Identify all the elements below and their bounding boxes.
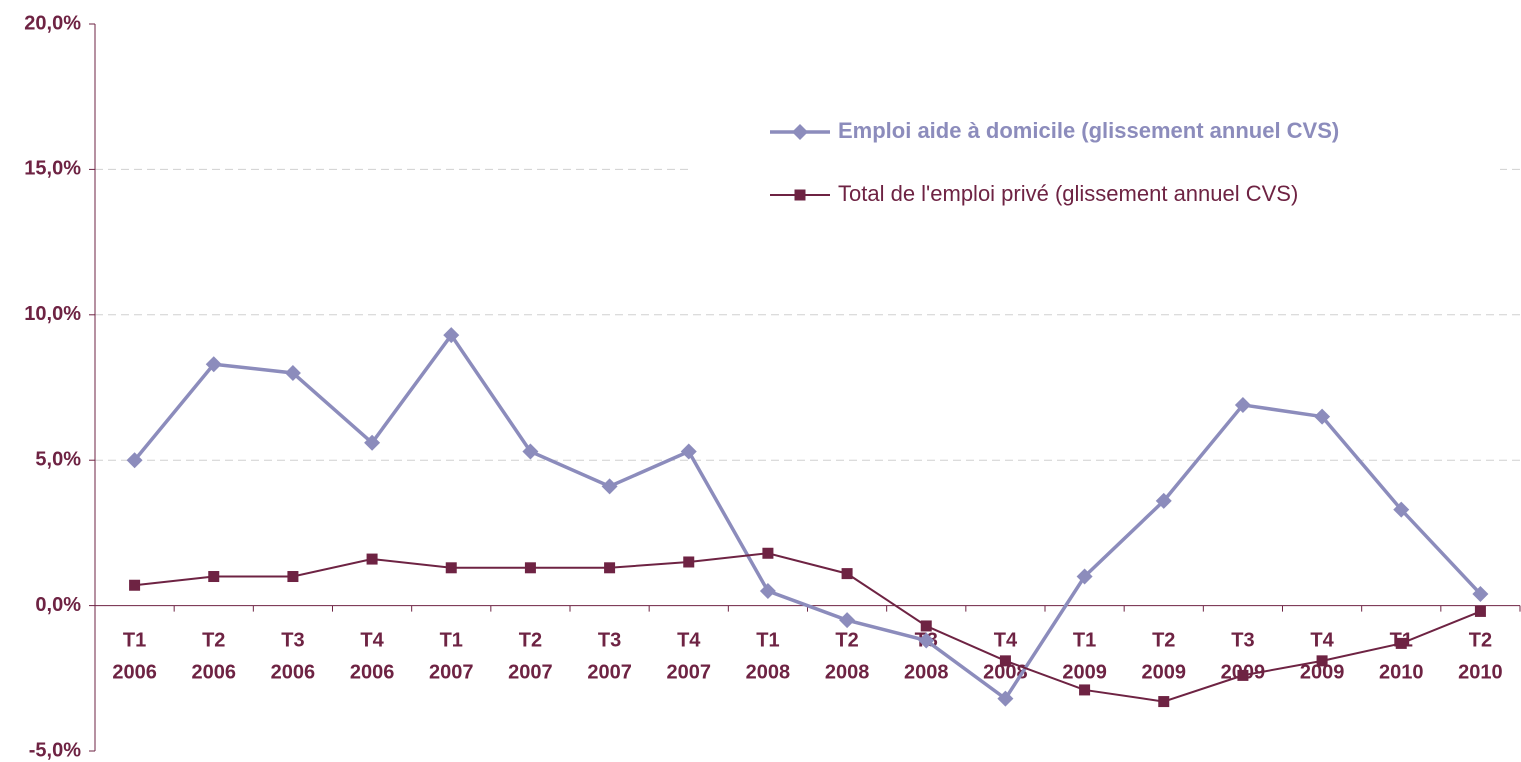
x-tick-label: T2 — [1152, 629, 1175, 651]
x-tick-label: 2008 — [825, 661, 870, 683]
x-tick-label: 2007 — [587, 661, 632, 683]
marker — [1472, 585, 1489, 602]
x-tick-label: T2 — [202, 629, 225, 651]
y-tick-label: 0,0% — [35, 594, 81, 616]
marker — [1158, 696, 1170, 708]
marker — [794, 189, 806, 201]
x-tick-label: 2010 — [1379, 661, 1424, 683]
marker — [1316, 655, 1328, 667]
x-tick-label: T4 — [994, 629, 1018, 651]
x-tick-label: T1 — [1073, 629, 1096, 651]
x-tick-label: 2009 — [1300, 661, 1345, 683]
marker — [208, 571, 220, 583]
x-tick-label: 2007 — [508, 661, 553, 683]
x-tick-label: T4 — [360, 629, 384, 651]
y-tick-label: 15,0% — [24, 158, 81, 180]
x-tick-label: T2 — [519, 629, 542, 651]
y-tick-label: 5,0% — [35, 448, 81, 470]
marker — [129, 579, 141, 591]
x-tick-label: 2007 — [429, 661, 474, 683]
x-tick-label: T3 — [281, 629, 304, 651]
x-tick-label: 2008 — [983, 661, 1028, 683]
x-tick-label: T2 — [1469, 629, 1492, 651]
marker — [1155, 492, 1172, 509]
marker — [601, 478, 618, 495]
marker — [524, 562, 536, 574]
x-tick-label: T1 — [756, 629, 779, 651]
series-line — [133, 332, 1482, 702]
marker — [1076, 568, 1093, 585]
marker — [1474, 605, 1486, 617]
marker — [918, 632, 935, 649]
marker — [126, 452, 143, 469]
marker — [1079, 684, 1091, 696]
marker — [445, 562, 457, 574]
x-tick-label: T4 — [1310, 629, 1334, 651]
marker — [284, 364, 301, 381]
x-tick-label: T1 — [440, 629, 463, 651]
legend-label: Total de l'emploi privé (glissement annu… — [838, 181, 1298, 206]
marker — [759, 583, 776, 600]
series-line — [134, 552, 1481, 703]
marker — [364, 434, 381, 451]
legend-box — [690, 100, 1500, 230]
marker — [683, 556, 695, 568]
marker — [1395, 637, 1407, 649]
x-tick-label: T3 — [1231, 629, 1254, 651]
x-tick-label: 2009 — [1062, 661, 1107, 683]
y-tick-label: 20,0% — [24, 12, 81, 34]
x-tick-label: 2010 — [1458, 661, 1503, 683]
legend-label: Emploi aide à domicile (glissement annue… — [838, 118, 1339, 143]
x-tick-label: 2008 — [746, 661, 791, 683]
x-tick-label: T2 — [835, 629, 858, 651]
marker — [366, 553, 378, 565]
x-tick-label: 2009 — [1142, 661, 1187, 683]
marker — [522, 443, 539, 460]
x-tick-label: T3 — [598, 629, 621, 651]
marker — [762, 547, 774, 559]
x-tick-label: 2006 — [112, 661, 157, 683]
x-tick-label: 2006 — [192, 661, 237, 683]
marker — [604, 562, 616, 574]
marker — [287, 571, 299, 583]
marker — [839, 612, 856, 629]
x-tick-label: T1 — [123, 629, 146, 651]
marker — [1234, 396, 1251, 413]
marker — [997, 690, 1014, 707]
x-tick-label: 2008 — [904, 661, 949, 683]
marker — [792, 124, 808, 140]
marker — [920, 620, 932, 632]
x-tick-label: 2007 — [667, 661, 712, 683]
marker — [205, 356, 222, 373]
marker — [680, 443, 697, 460]
marker — [1314, 408, 1331, 425]
marker — [1393, 501, 1410, 518]
y-tick-label: -5,0% — [29, 739, 81, 761]
marker — [443, 327, 460, 344]
marker — [841, 568, 853, 580]
marker — [1237, 669, 1249, 681]
y-tick-label: 10,0% — [24, 303, 81, 325]
marker — [999, 655, 1011, 667]
x-tick-label: T4 — [677, 629, 701, 651]
x-tick-label: 2006 — [271, 661, 316, 683]
x-tick-label: 2006 — [350, 661, 395, 683]
